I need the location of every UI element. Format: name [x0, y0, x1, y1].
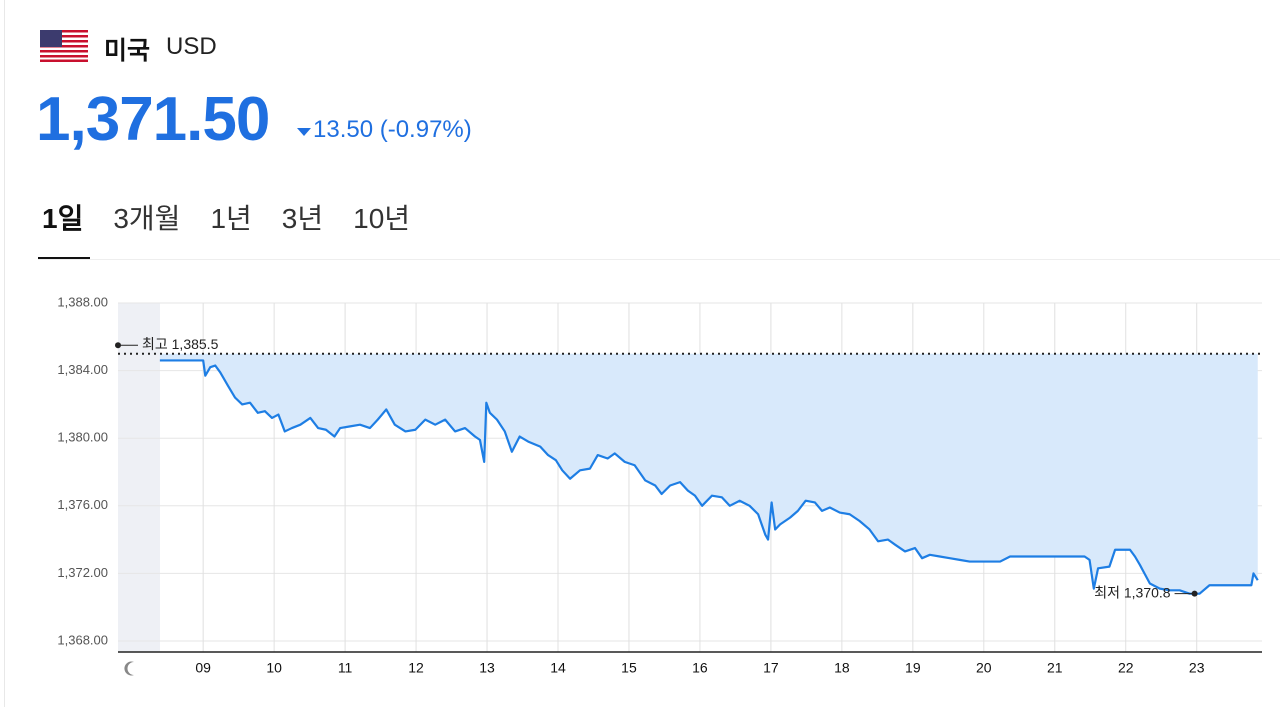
left-border — [4, 0, 5, 707]
x-tick-label: 09 — [195, 660, 211, 676]
premarket-band — [118, 303, 160, 652]
x-tick-label: 20 — [976, 660, 992, 676]
x-tick-label: 15 — [621, 660, 637, 676]
x-tick-label: 21 — [1047, 660, 1063, 676]
x-tick-label: 19 — [905, 660, 921, 676]
period-tab[interactable]: 3년 — [281, 203, 324, 234]
y-tick-label: 1,380.00 — [57, 430, 108, 445]
down-arrow — [297, 128, 311, 136]
moon-icon — [124, 661, 134, 676]
annotation-marker — [115, 342, 121, 349]
y-tick-label: 1,368.00 — [57, 632, 108, 647]
period-tab[interactable]: 10년 — [353, 203, 411, 234]
area-fill — [159, 353, 1258, 594]
country: 미국 — [104, 37, 151, 65]
x-tick-label: 23 — [1189, 660, 1205, 676]
x-tick-label: 22 — [1118, 660, 1134, 676]
period-tab[interactable]: 1일 — [42, 203, 84, 234]
divider — [38, 259, 1280, 260]
currency: USD — [166, 33, 217, 60]
price-change: 13.50 (-0.97%) — [313, 116, 472, 143]
period-tab[interactable]: 1년 — [210, 203, 252, 234]
x-tick-label: 11 — [338, 660, 353, 676]
y-tick-label: 1,384.00 — [57, 362, 108, 377]
x-tick-label: 14 — [550, 660, 566, 676]
annotation-label: 최고 1,385.5 — [142, 336, 219, 352]
x-tick-label: 16 — [692, 660, 708, 676]
price-line — [159, 359, 1259, 595]
x-tick-label: 17 — [763, 660, 779, 676]
us-flag — [40, 30, 88, 62]
price: 1,371.50 — [36, 85, 270, 154]
period-tabs: 1일 3개월 1년 3년 10년 — [42, 197, 410, 237]
y-tick-label: 1,372.00 — [57, 565, 108, 580]
x-tick-label: 18 — [834, 660, 850, 676]
annotation-marker — [1191, 590, 1198, 597]
period-tab[interactable]: 3개월 — [113, 203, 181, 234]
x-tick-label: 12 — [408, 660, 424, 676]
tab-underline — [38, 257, 90, 260]
x-tick-label: 10 — [266, 660, 282, 676]
y-tick-label: 1,376.00 — [57, 497, 108, 512]
y-tick-label: 1,388.00 — [57, 294, 108, 309]
x-tick-label: 13 — [479, 660, 495, 676]
annotation-label: 최저 1,370.8 — [1094, 584, 1171, 600]
